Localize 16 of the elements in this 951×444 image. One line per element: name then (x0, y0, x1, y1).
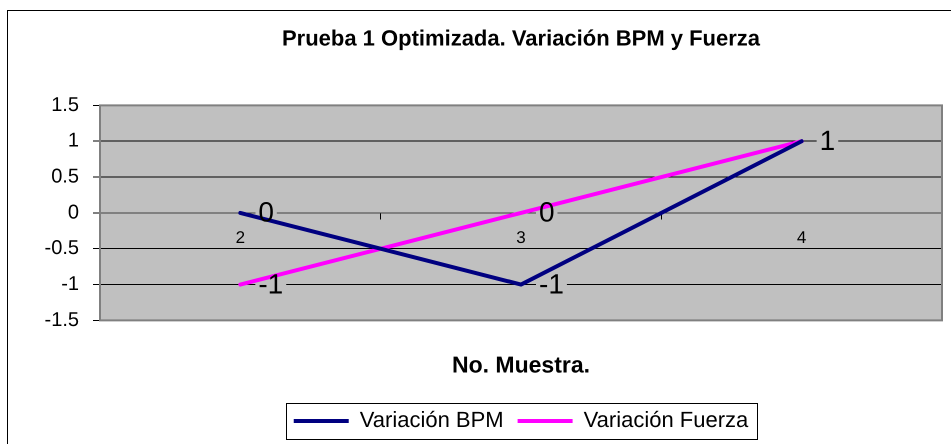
data-label: -1 (539, 268, 564, 300)
x-tick-label: 4 (796, 228, 806, 247)
y-tick-label: 1 (68, 130, 79, 152)
x-tick-label: 2 (236, 228, 246, 247)
y-tick-label: -1.5 (44, 308, 79, 331)
legend-label: Variación Fuerza (584, 407, 750, 432)
legend-label: Variación BPM (360, 407, 504, 432)
x-axis-title: No. Muestra. (452, 352, 590, 378)
y-tick-label: -0.5 (44, 237, 79, 260)
y-tick-label: 1.5 (51, 94, 79, 116)
x-tick-label: 3 (516, 228, 526, 247)
chart-title: Prueba 1 Optimizada. Variación BPM y Fuerza (282, 25, 761, 50)
y-tick-label: 0.5 (51, 166, 79, 188)
y-tick-label: -1 (61, 273, 79, 296)
data-label: 1 (820, 124, 836, 156)
y-tick-label: 0 (68, 201, 79, 224)
